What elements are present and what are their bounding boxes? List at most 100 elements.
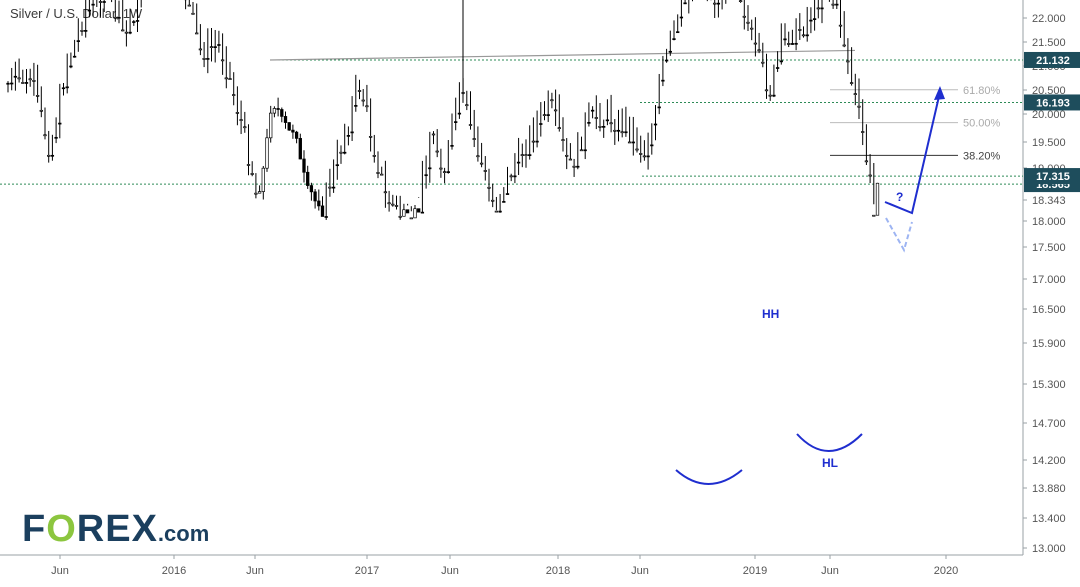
candle-body (124, 31, 129, 34)
candle-body (21, 82, 25, 84)
y-tick-label: 13.400 (1032, 513, 1066, 525)
candle-body (872, 214, 876, 217)
candle-body (380, 173, 384, 176)
candle-body (609, 122, 613, 125)
candle-body (853, 93, 857, 95)
candle-body (206, 58, 210, 60)
candle-body (309, 185, 314, 193)
candle-body (794, 42, 798, 45)
candle-body (113, 16, 117, 19)
candle-body (513, 175, 517, 178)
candle-body (494, 210, 499, 213)
y-tick-label: 14.200 (1032, 455, 1066, 467)
candle-body (820, 7, 824, 10)
candle-body (568, 158, 573, 161)
candle-body (228, 78, 232, 80)
candle-body (254, 192, 258, 195)
fib-label: 38.20% (963, 150, 1001, 162)
candle-body (28, 78, 32, 81)
candle-body (668, 50, 672, 53)
candle-body (243, 126, 247, 129)
candle-body (398, 215, 402, 218)
candle-body (557, 127, 561, 129)
pullback-arrow (885, 217, 913, 253)
candle-body (590, 109, 595, 112)
candle-body (87, 9, 92, 12)
candle-body (838, 24, 843, 27)
candle-body (84, 30, 88, 32)
candle-body (372, 155, 376, 157)
price-marker-box (1024, 51, 1080, 68)
candle-body (683, 2, 687, 5)
candle-body (868, 174, 872, 177)
candle-body (431, 133, 436, 136)
candle-body (679, 16, 684, 19)
x-tick-label: 2018 (546, 565, 570, 577)
y-tick-label: 14.700 (1032, 418, 1066, 430)
logo-main: FOREX (22, 508, 158, 550)
y-tick-label: 18.000 (1032, 216, 1066, 228)
candle-body (220, 59, 225, 62)
candle-body (713, 2, 717, 5)
candle-body (842, 44, 846, 47)
candle-body (191, 12, 195, 15)
candle-body (457, 112, 462, 115)
candle-body (472, 138, 476, 140)
candle-body (657, 106, 661, 109)
candle-body (98, 1, 103, 3)
candle-body (831, 3, 835, 6)
candle-body (787, 43, 791, 45)
candle-body (761, 61, 765, 64)
candle-body (435, 150, 439, 153)
price-marker-box (1024, 94, 1080, 111)
fib-label: 50.00% (963, 118, 1001, 130)
candle-body (365, 105, 369, 108)
candle-body (50, 154, 55, 157)
candle-body (646, 155, 650, 158)
x-tick-label: 2019 (743, 565, 767, 577)
candle-body (742, 15, 746, 18)
x-tick-label: Jun (441, 565, 459, 577)
candle-body (413, 208, 417, 219)
candle-body (753, 42, 758, 45)
candle-body (417, 208, 421, 213)
candle-body (346, 135, 351, 137)
candle-body (135, 20, 140, 22)
candle-body (491, 199, 495, 202)
candle-body (764, 89, 769, 92)
price-marker-label: 21.132 (1036, 55, 1070, 67)
candle-body (509, 175, 513, 178)
chart-title: Silver / U.S. Dollar, 1W (10, 6, 143, 21)
candle-body (672, 38, 676, 40)
candle-body (468, 124, 473, 126)
price-marker-label: 17.315 (1036, 171, 1070, 183)
candle-body (602, 126, 606, 128)
candle-body (91, 3, 95, 6)
candle-body (387, 202, 391, 205)
candle-body (391, 203, 395, 206)
candle-body (313, 191, 317, 202)
candle-body (627, 141, 632, 144)
y-tick-label: 18.343 (1032, 195, 1066, 207)
candle-body (280, 109, 284, 117)
candle-body (246, 164, 251, 166)
candle-body (661, 79, 665, 82)
candle-body (716, 2, 721, 5)
candle-body (272, 108, 277, 114)
candle-body (269, 112, 273, 139)
annotation-label: HL (822, 456, 838, 470)
candle-body (835, 3, 839, 6)
candle-body (520, 154, 524, 156)
candle-body (69, 65, 73, 68)
candle-body (298, 138, 302, 160)
candle-body (775, 67, 780, 69)
candle-body (439, 167, 443, 170)
candle-body (476, 155, 480, 158)
candle-body (487, 186, 491, 189)
x-tick-label: Jun (631, 565, 649, 577)
candle-body (479, 162, 484, 165)
candle-body (250, 173, 254, 175)
candle-body (324, 216, 328, 218)
candle-body (798, 29, 802, 31)
candle-body (565, 154, 569, 157)
